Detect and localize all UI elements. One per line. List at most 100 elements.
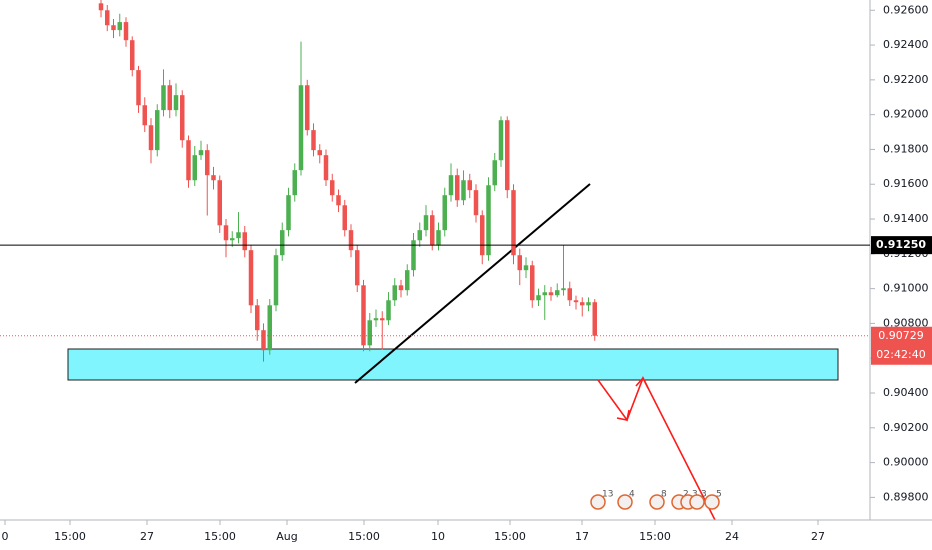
candle-body <box>167 85 172 111</box>
trend-line <box>354 183 591 384</box>
candle-body <box>373 318 379 321</box>
candle-body <box>492 160 497 186</box>
candle-body <box>542 292 547 296</box>
projection-arrow <box>597 376 716 521</box>
x-tick-label: 0 <box>2 530 9 543</box>
y-tick-label: 0.91000 <box>883 282 929 295</box>
hline-label-box <box>871 236 932 255</box>
candle-body <box>592 302 597 336</box>
candle-body <box>398 285 404 291</box>
candle-body <box>298 85 304 171</box>
arrow-head <box>635 376 649 389</box>
candle-body <box>223 225 229 241</box>
candle-body <box>573 300 579 303</box>
support-zone <box>67 348 839 381</box>
y-tick-label: 0.89800 <box>883 490 929 503</box>
event-icon <box>704 494 720 510</box>
candle-body <box>342 205 347 231</box>
candle-body <box>280 230 285 256</box>
candle-body <box>205 150 210 176</box>
candle-body <box>555 290 560 296</box>
candle-body <box>161 85 166 111</box>
candle-body <box>467 180 472 191</box>
candle-body <box>117 22 122 31</box>
candle-body <box>180 95 185 141</box>
candle-body <box>330 180 335 196</box>
event-icon <box>689 494 705 510</box>
candle-body <box>361 285 366 346</box>
candle-body <box>261 330 266 351</box>
candle-body <box>430 215 435 246</box>
y-tick-label: 0.92200 <box>883 73 929 86</box>
candle-body <box>186 140 191 181</box>
candle-body <box>580 302 585 306</box>
candle-body <box>111 25 116 31</box>
candle-body <box>317 150 322 156</box>
last-price-box <box>871 326 932 365</box>
candle-body <box>130 40 135 71</box>
candle-body <box>311 130 316 151</box>
candle-body <box>442 195 447 231</box>
x-tick-label: 27 <box>811 530 825 543</box>
candle-body <box>461 180 466 201</box>
x-tick-label: 10 <box>431 530 445 543</box>
y-tick-label: 0.92600 <box>883 3 929 16</box>
candle-body <box>455 175 460 201</box>
candle-body <box>192 155 197 181</box>
y-tick-label: 0.90000 <box>883 456 929 469</box>
candle-body <box>236 232 241 239</box>
candle-body <box>286 195 291 231</box>
candle-body <box>355 250 360 286</box>
candle-body <box>423 215 429 231</box>
candle-body <box>392 285 397 301</box>
event-icon <box>617 494 633 510</box>
candle-body <box>336 195 341 206</box>
x-tick-label: 15:00 <box>204 530 236 543</box>
candle-body <box>292 170 297 196</box>
candle-body <box>273 255 279 306</box>
candle-body <box>480 215 485 256</box>
x-tick-label: 15:00 <box>494 530 526 543</box>
event-icon <box>649 494 665 510</box>
candle-body <box>586 302 591 306</box>
x-tick-label: 15:00 <box>348 530 380 543</box>
y-tick-label: 0.91400 <box>883 212 929 225</box>
candle-body <box>230 238 235 241</box>
candle-body <box>380 318 385 321</box>
y-tick-label: 0.90800 <box>883 316 929 329</box>
candle-body <box>530 265 535 301</box>
candle-body <box>473 190 479 216</box>
y-tick-label: 0.91800 <box>883 142 929 155</box>
candle-body <box>411 240 416 271</box>
x-tick-label: 17 <box>575 530 589 543</box>
candle-body <box>511 190 516 256</box>
y-tick-label: 0.90200 <box>883 421 929 434</box>
candle-body <box>561 288 566 291</box>
event-count: 2 <box>683 490 689 500</box>
event-icon <box>590 494 606 510</box>
candle-body <box>305 85 310 131</box>
event-count: 4 <box>629 490 635 500</box>
y-tick-label: 0.92000 <box>883 108 929 121</box>
candle-body <box>123 22 129 41</box>
y-tick-label: 0.92400 <box>883 38 929 51</box>
candle-body <box>323 155 329 181</box>
candle-body <box>242 232 247 251</box>
candle-body <box>505 120 510 191</box>
candle-body <box>217 180 222 226</box>
candle-body <box>98 3 104 11</box>
candle-body <box>486 185 491 256</box>
last-price-label: 0.90729 <box>878 329 924 342</box>
candle-body <box>155 110 160 151</box>
x-tick-label: 24 <box>725 530 739 543</box>
hline-label: 0.91250 <box>876 238 926 251</box>
event-count: 3 <box>701 490 707 500</box>
y-tick-label: 0.90400 <box>883 386 929 399</box>
candle-body <box>498 120 504 161</box>
candle-body <box>548 292 554 296</box>
event-count: 5 <box>716 490 722 500</box>
x-tick-label: 15:00 <box>54 530 86 543</box>
x-tick-label: Aug <box>276 530 297 543</box>
candle-body <box>536 295 541 301</box>
